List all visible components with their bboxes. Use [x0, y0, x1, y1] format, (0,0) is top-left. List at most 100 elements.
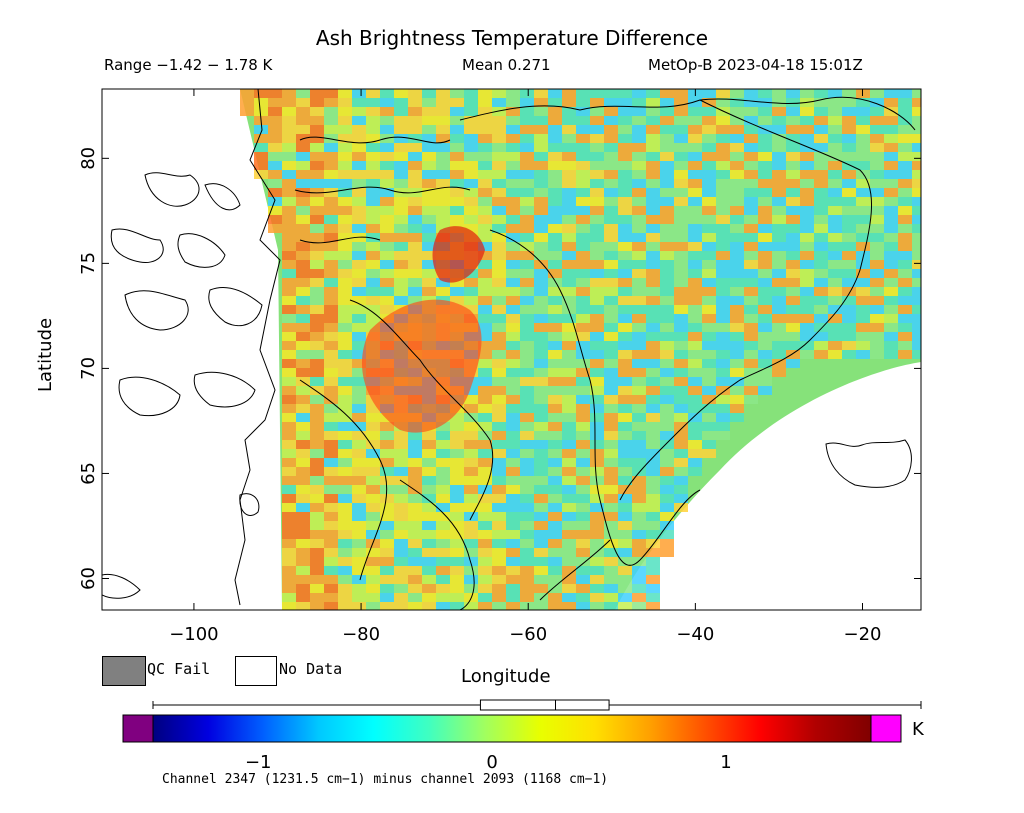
- swath-cell: [730, 161, 744, 170]
- swath-cell: [408, 287, 422, 296]
- swath-cell: [380, 530, 394, 539]
- swath-cell: [380, 152, 394, 161]
- swath-cell: [506, 98, 520, 107]
- swath-cell: [436, 575, 450, 584]
- swath-cell: [562, 494, 576, 503]
- swath-cell: [296, 521, 310, 530]
- swath-cell: [576, 260, 590, 269]
- swath-cell: [604, 341, 618, 350]
- swath-cell: [772, 368, 786, 377]
- swath-cell: [534, 170, 548, 179]
- swath-cell: [282, 512, 296, 521]
- swath-cell: [758, 251, 772, 260]
- swath-cell: [352, 125, 366, 134]
- swath-cell: [828, 197, 842, 206]
- swath-cell: [646, 305, 660, 314]
- swath-cell: [282, 242, 296, 251]
- swath-cell: [296, 170, 310, 179]
- swath-cell: [884, 278, 898, 287]
- swath-cell: [618, 359, 632, 368]
- swath-cell: [408, 296, 422, 305]
- swath-cell: [646, 170, 660, 179]
- swath-cell: [590, 494, 604, 503]
- swath-cell: [366, 314, 380, 323]
- swath-cell: [730, 314, 744, 323]
- swath-cell: [786, 161, 800, 170]
- swath-cell: [828, 215, 842, 224]
- swath-cell: [618, 107, 632, 116]
- swath-cell: [562, 548, 576, 557]
- swath-cell: [464, 386, 478, 395]
- swath-cell: [632, 206, 646, 215]
- swath-cell: [464, 170, 478, 179]
- swath-cell: [380, 602, 394, 610]
- swath-cell: [478, 98, 492, 107]
- swath-cell: [394, 548, 408, 557]
- swath-cell: [450, 530, 464, 539]
- swath-cell: [716, 161, 730, 170]
- swath-cell: [632, 152, 646, 161]
- swath-cell: [520, 98, 534, 107]
- swath-cell: [646, 413, 660, 422]
- swath-cell: [282, 395, 296, 404]
- swath-cell: [282, 476, 296, 485]
- swath-cell: [898, 287, 912, 296]
- swath-cell: [338, 440, 352, 449]
- swath-cell: [352, 521, 366, 530]
- swath-cell: [352, 314, 366, 323]
- swath-cell: [506, 179, 520, 188]
- swath-cell: [772, 161, 786, 170]
- swath-cell: [716, 251, 730, 260]
- swath-cell: [814, 341, 828, 350]
- swath-cell: [268, 116, 282, 125]
- swath-cell: [478, 422, 492, 431]
- swath-cell: [702, 323, 716, 332]
- swath-cell: [604, 494, 618, 503]
- swath-cell: [632, 251, 646, 260]
- swath-cell: [352, 116, 366, 125]
- swath-cell: [660, 449, 674, 458]
- swath-cell: [828, 278, 842, 287]
- swath-cell: [450, 557, 464, 566]
- swath-cell: [898, 197, 912, 206]
- swath-cell: [338, 395, 352, 404]
- swath-cell: [590, 296, 604, 305]
- swath-cell: [870, 170, 884, 179]
- swath-cell: [310, 242, 324, 251]
- swath-cell: [688, 404, 702, 413]
- swath-cell: [716, 395, 730, 404]
- swath-cell: [352, 179, 366, 188]
- swath-cell: [450, 179, 464, 188]
- swath-cell: [674, 377, 688, 386]
- chart-title: Ash Brightness Temperature Difference: [315, 26, 709, 50]
- swath-cell: [408, 260, 422, 269]
- swath-cell: [366, 233, 380, 242]
- swath-cell: [856, 296, 870, 305]
- swath-cell: [310, 89, 324, 98]
- swath-cell: [352, 170, 366, 179]
- swath-cell: [520, 179, 534, 188]
- swath-cell: [534, 143, 548, 152]
- swath-cell: [366, 575, 380, 584]
- swath-cell: [450, 215, 464, 224]
- swath-cell: [562, 557, 576, 566]
- swath-cell: [632, 494, 646, 503]
- swath-cell: [590, 521, 604, 530]
- swath-cell: [534, 134, 548, 143]
- swath-cell: [632, 467, 646, 476]
- swath-cell: [576, 242, 590, 251]
- swath-cell: [422, 548, 436, 557]
- swath-cell: [534, 548, 548, 557]
- swath-cell: [394, 116, 408, 125]
- swath-cell: [450, 521, 464, 530]
- swath-cell: [366, 269, 380, 278]
- swath-cell: [492, 134, 506, 143]
- swath-cell: [604, 269, 618, 278]
- swath-cell: [408, 584, 422, 593]
- swath-cell: [604, 350, 618, 359]
- swath-cell: [646, 260, 660, 269]
- swath-cell: [786, 134, 800, 143]
- swath-cell: [632, 548, 646, 557]
- swath-cell: [338, 458, 352, 467]
- swath-cell: [884, 206, 898, 215]
